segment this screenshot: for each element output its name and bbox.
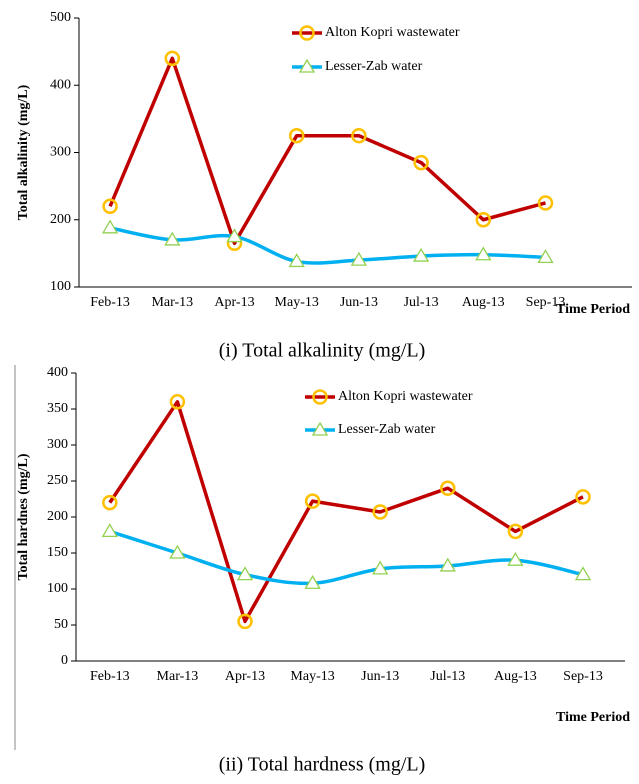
y-axis-label: Total alkalinity (mg/L) <box>16 84 31 220</box>
data-point <box>440 480 456 496</box>
series-line <box>109 226 546 265</box>
data-point <box>574 566 592 581</box>
x-tick-label: Jun-13 <box>361 669 399 684</box>
x-tick-label: Mar-13 <box>157 669 199 684</box>
series-line <box>108 56 546 246</box>
legend-marker <box>312 389 328 405</box>
data-point <box>507 551 524 566</box>
legend-label: Lesser-Zab water <box>325 59 423 74</box>
data-point <box>475 212 492 228</box>
y-tick-label: 300 <box>50 145 71 160</box>
data-point <box>304 574 321 589</box>
data-point <box>288 253 305 268</box>
x-tick-label: Sep-13 <box>563 669 603 684</box>
x-tick-label: Apr-13 <box>214 295 254 310</box>
x-tick-label: Feb-13 <box>90 295 130 310</box>
y-tick-label: 200 <box>47 509 68 524</box>
legend-marker <box>298 58 316 73</box>
y-tick-label: 200 <box>50 212 71 227</box>
x-tick-label: Aug-13 <box>494 669 537 684</box>
data-point <box>169 544 186 559</box>
data-point <box>164 231 181 246</box>
data-point <box>537 195 554 211</box>
data-point <box>236 566 254 581</box>
data-point <box>164 50 181 67</box>
x-tick-label: Feb-13 <box>90 669 130 684</box>
data-point <box>350 251 368 266</box>
x-axis-label: Time Period <box>556 710 630 725</box>
y-tick-label: 500 <box>50 10 71 25</box>
y-tick-label: 400 <box>47 365 68 380</box>
legend-label: Alton Kopri wastewater <box>338 389 473 404</box>
y-tick-label: 50 <box>54 617 68 632</box>
y-tick-label: 150 <box>47 545 68 560</box>
x-tick-label: Sep-13 <box>526 295 566 310</box>
data-point <box>507 523 524 540</box>
data-point <box>537 249 554 264</box>
data-point <box>475 246 492 261</box>
data-point <box>237 613 253 630</box>
y-tick-label: 0 <box>61 653 68 668</box>
x-tick-label: May-13 <box>290 669 334 684</box>
data-point <box>169 394 186 410</box>
y-axis-label: Total hardnes (mg/L) <box>16 453 31 580</box>
x-tick-label: Apr-13 <box>225 669 265 684</box>
data-point <box>412 247 430 262</box>
y-tick-label: 100 <box>50 279 71 294</box>
data-point <box>226 228 243 243</box>
series-line <box>108 400 584 624</box>
data-point <box>372 504 388 520</box>
data-point <box>575 489 591 505</box>
data-point <box>351 127 367 144</box>
data-point <box>101 219 119 234</box>
x-tick-label: Mar-13 <box>151 295 193 310</box>
data-point <box>304 493 321 509</box>
y-tick-label: 350 <box>47 401 68 416</box>
caption: (i) Total alkalinity (mg/L) <box>219 340 426 362</box>
x-tick-label: Jun-13 <box>340 295 378 310</box>
y-tick-label: 300 <box>47 437 68 452</box>
x-tick-label: May-13 <box>275 295 319 310</box>
y-tick-label: 250 <box>47 473 68 488</box>
data-point <box>102 198 118 215</box>
x-tick-label: Aug-13 <box>462 295 505 310</box>
series-line <box>109 529 584 586</box>
x-axis-label: Time Period <box>556 302 630 317</box>
y-tick-label: 400 <box>50 77 71 92</box>
data-point <box>439 557 456 572</box>
x-tick-label: Jul-13 <box>404 295 439 310</box>
legend-label: Alton Kopri wastewater <box>325 25 460 40</box>
data-point <box>372 560 389 575</box>
data-point <box>101 523 118 538</box>
caption: (ii) Total hardness (mg/L) <box>219 754 426 776</box>
x-tick-label: Jul-13 <box>430 669 465 684</box>
legend-marker <box>311 421 329 436</box>
data-point <box>413 154 429 171</box>
data-point <box>102 494 118 511</box>
legend-label: Lesser-Zab water <box>338 422 436 437</box>
y-tick-label: 100 <box>47 581 68 596</box>
data-point <box>288 127 305 144</box>
legend-marker <box>299 25 315 41</box>
